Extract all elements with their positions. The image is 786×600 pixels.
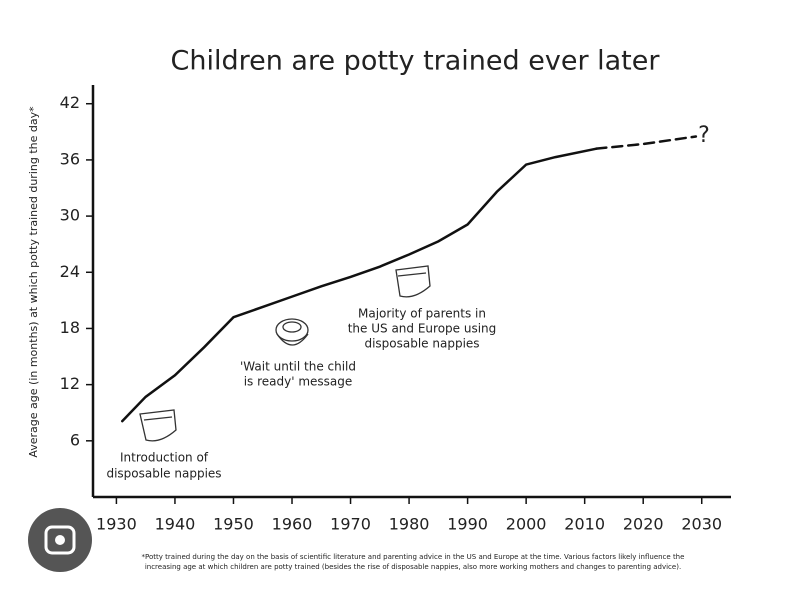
- y-tick-label: 30: [60, 206, 80, 225]
- nappy-icon: [139, 409, 177, 442]
- annotation: disposable nappies: [106, 467, 221, 481]
- y-tick-label: 6: [70, 430, 80, 449]
- data-line: [121, 147, 598, 423]
- nappy-icon: [395, 265, 431, 298]
- annotation: ?: [698, 123, 710, 148]
- x-tick-label: 1970: [330, 515, 371, 534]
- x-tick-label: 2030: [681, 515, 722, 534]
- potty-icon: [275, 318, 309, 346]
- x-tick-label: 2010: [564, 515, 605, 534]
- x-tick-label: 1990: [447, 515, 488, 534]
- annotation: is ready' message: [244, 375, 353, 389]
- y-tick-label: 36: [60, 149, 80, 168]
- footnote: *Potty trained during the day on the bas…: [142, 553, 685, 561]
- y-tick-label: 42: [60, 93, 80, 112]
- y-tick-label: 12: [60, 374, 80, 393]
- lens-icon: [28, 508, 92, 572]
- x-tick-label: 1980: [389, 515, 430, 534]
- chart-title: Children are potty trained ever later: [171, 46, 661, 77]
- x-tick-label: 2020: [623, 515, 664, 534]
- footnote: increasing age at which children are pot…: [145, 563, 681, 571]
- x-tick-label: 1930: [96, 515, 137, 534]
- x-tick-label: 1960: [272, 515, 313, 534]
- y-tick-label: 24: [60, 262, 80, 281]
- y-tick-label: 18: [60, 318, 80, 337]
- data-line: [595, 135, 698, 150]
- annotation: the US and Europe using: [348, 322, 497, 336]
- annotation: Majority of parents in: [358, 307, 486, 321]
- x-tick-label: 1940: [155, 515, 196, 534]
- y-axis-label: Average age (in months) at which potty t…: [27, 106, 40, 458]
- annotation: disposable nappies: [364, 337, 479, 351]
- x-tick-label: 1950: [213, 515, 254, 534]
- annotation: 'Wait until the child: [240, 360, 356, 374]
- x-tick-label: 2000: [506, 515, 547, 534]
- annotation: Introduction of: [120, 451, 209, 465]
